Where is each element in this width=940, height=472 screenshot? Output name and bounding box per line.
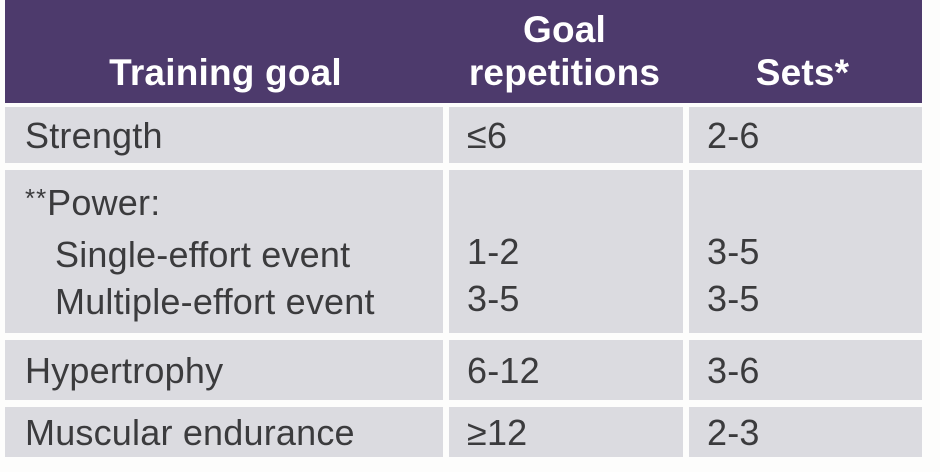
cell-reps: ≤6 — [449, 107, 683, 163]
header-cell-goal-repetitions: Goal repetitions — [446, 0, 683, 103]
header-cell-training-goal: Training goal — [5, 0, 446, 103]
header-label-repetitions: repetitions — [468, 52, 661, 93]
cell-line — [467, 181, 683, 228]
cell-goal: Muscular endurance — [5, 407, 443, 457]
cell-reps: 6-12 — [449, 340, 683, 400]
cell-line: 2-6 — [707, 114, 760, 156]
table-row: Strength ≤6 2-6 — [5, 107, 922, 163]
cell-goal: Strength — [5, 107, 443, 163]
table-body: Strength ≤6 2-6 **Power: Single-effort event… — [5, 107, 922, 457]
cell-line: 3-5 — [467, 278, 520, 319]
header-label-training-goal: Training goal — [109, 52, 342, 93]
cell-reps: ≥12 — [449, 407, 683, 457]
table-row: Hypertrophy 6-12 3-6 — [5, 340, 922, 400]
cell-line: 1-2 — [467, 231, 520, 272]
table-row: Muscular endurance ≥12 2-3 — [5, 407, 922, 457]
header-cell-sets: Sets* — [683, 0, 922, 103]
cell-sets: 2-6 — [689, 107, 922, 163]
table-row: **Power: Single-effort event Multiple-effo… — [5, 170, 922, 333]
cell-line: Strength — [25, 114, 163, 156]
cell-reps: 1-2 3-5 — [449, 170, 683, 333]
cell-sets: 3-6 — [689, 340, 922, 400]
table-header-row: Training goal Goal repetitions Sets* — [5, 0, 922, 103]
cell-line: 3-5 — [707, 278, 760, 319]
cell-line — [707, 181, 922, 228]
cell-line: ≤6 — [467, 114, 508, 156]
cell-line: 2-3 — [707, 411, 760, 453]
header-label-sets: Sets* — [755, 52, 850, 93]
cell-sets: 3-5 3-5 — [689, 170, 922, 333]
cell-line: ≥12 — [467, 411, 528, 453]
cell-line: Single-effort event — [55, 233, 351, 275]
double-asterisk-footnote-marker: ** — [25, 184, 48, 213]
cell-line: Muscular endurance — [25, 411, 355, 453]
cell-line: **Power: — [25, 181, 161, 223]
training-goal-table: Training goal Goal repetitions Sets* Str… — [5, 0, 922, 457]
header-label-goal: Goal — [522, 9, 607, 50]
cell-line: 6-12 — [467, 349, 540, 391]
cell-line: Hypertrophy — [25, 349, 224, 391]
cell-goal: Hypertrophy — [5, 340, 443, 400]
cell-line: 3-6 — [707, 349, 760, 391]
cell-line: 3-5 — [707, 231, 760, 272]
cell-goal: **Power: Single-effort event Multiple-effo… — [5, 170, 443, 333]
cell-line: Multiple-effort event — [55, 280, 375, 322]
cell-sets: 2-3 — [689, 407, 922, 457]
